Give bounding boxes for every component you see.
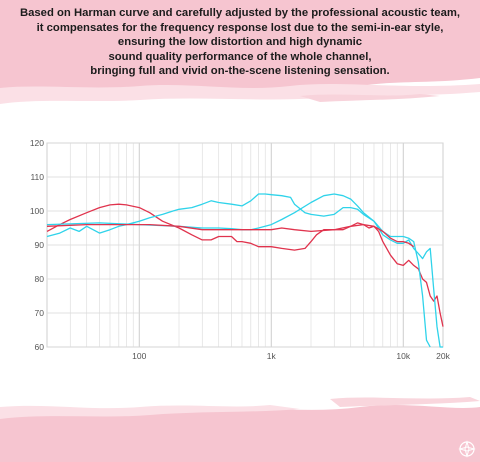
y-tick-label: 100 (30, 206, 44, 216)
y-tick-label: 60 (35, 342, 45, 352)
y-tick-label: 80 (35, 274, 45, 284)
header-line: bringing full and vivid on-the-scene lis… (0, 64, 480, 79)
x-tick-label: 10k (396, 351, 410, 361)
brand-logo (458, 440, 476, 458)
header-line: it compensates for the frequency respons… (0, 21, 480, 36)
x-tick-label: 20k (436, 351, 450, 361)
y-tick-label: 70 (35, 308, 45, 318)
bottom-brush-background (0, 385, 480, 462)
header-line: sound quality performance of the whole c… (0, 50, 480, 65)
y-tick-label: 120 (30, 138, 44, 148)
header-line: Based on Harman curve and carefully adju… (0, 6, 480, 21)
x-tick-label: 100 (132, 351, 146, 361)
y-tick-label: 90 (35, 240, 45, 250)
header-line: ensuring the low distortion and high dyn… (0, 35, 480, 50)
x-tick-label: 1k (267, 351, 277, 361)
frequency-response-chart: 60 70 80 90 100 110 120 100 1k 10k 20k (0, 130, 480, 370)
y-tick-label: 110 (30, 172, 44, 182)
header-description: Based on Harman curve and carefully adju… (0, 6, 480, 79)
